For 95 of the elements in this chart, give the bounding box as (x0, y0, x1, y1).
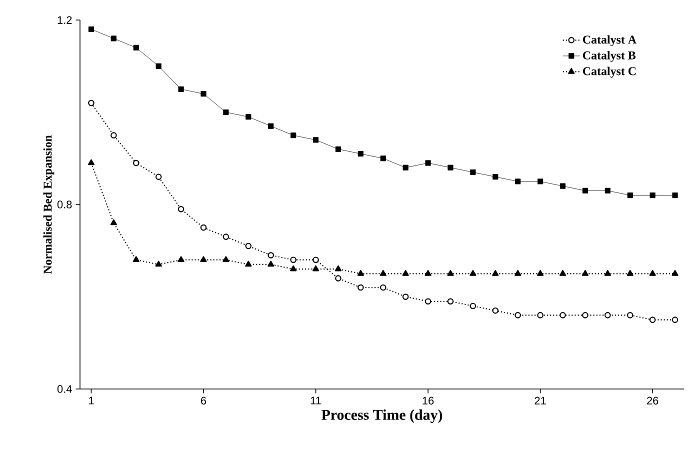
point (200, 256, 207, 262)
point (132, 256, 140, 262)
point (312, 265, 320, 272)
point (110, 132, 117, 138)
point (559, 270, 566, 276)
point (156, 63, 162, 69)
point (604, 312, 611, 318)
point (290, 265, 297, 272)
x-axis-title: Process Time (day) (322, 409, 442, 423)
x-tick-label: 16 (422, 396, 434, 405)
point (155, 260, 162, 267)
y-tick-label: 1.2 (58, 16, 72, 24)
point (604, 270, 611, 276)
point (514, 270, 522, 276)
y-axis-title: Normalised Bed Expansion (43, 135, 54, 274)
point (537, 312, 544, 318)
point (536, 270, 544, 276)
point (178, 86, 184, 92)
y-tick-label: 0.8 (57, 200, 72, 208)
point (357, 270, 364, 276)
x-tick-label: 6 (201, 396, 206, 405)
point (155, 174, 162, 180)
legend-label: Catalyst C (582, 66, 636, 78)
point (470, 302, 476, 310)
point (380, 270, 386, 276)
point (538, 178, 544, 184)
point (110, 219, 117, 226)
point (672, 192, 678, 198)
point (380, 156, 386, 162)
point (380, 284, 386, 291)
point (268, 260, 274, 267)
point (222, 234, 230, 240)
point (222, 256, 230, 262)
point (132, 160, 140, 166)
point (470, 169, 476, 176)
y-tick-label: 0.4 (57, 385, 72, 393)
point (448, 164, 454, 170)
point (447, 270, 454, 276)
point (627, 192, 633, 198)
legend-label: Catalyst A (582, 35, 636, 46)
x-tick-label: 21 (534, 396, 546, 404)
point (268, 123, 274, 129)
point (514, 312, 521, 318)
point (560, 183, 566, 189)
point (582, 312, 588, 318)
point (424, 298, 432, 305)
point (178, 256, 184, 262)
point (133, 44, 139, 50)
point (88, 159, 95, 166)
point (672, 316, 678, 323)
point (672, 270, 678, 276)
point (200, 91, 206, 97)
point (358, 150, 364, 157)
x-tick-label: 11 (310, 396, 321, 404)
point (245, 242, 252, 250)
point (402, 294, 409, 300)
point (312, 256, 319, 263)
point (492, 174, 498, 180)
legend-label: Catalyst B (582, 51, 636, 62)
point (223, 109, 229, 116)
point (424, 270, 432, 276)
point (447, 298, 454, 305)
point (626, 312, 634, 318)
point (402, 270, 409, 276)
point (492, 270, 499, 276)
point (88, 100, 94, 106)
point (200, 224, 207, 231)
point (515, 178, 521, 184)
point (334, 265, 342, 272)
point (582, 270, 589, 276)
point (649, 316, 656, 323)
point (649, 270, 656, 276)
point (268, 252, 274, 258)
point (560, 312, 566, 318)
point (110, 36, 116, 42)
point (402, 164, 408, 170)
point (246, 114, 252, 120)
point (178, 206, 184, 212)
point (650, 192, 656, 198)
point (604, 188, 610, 194)
point (425, 160, 431, 166)
point (290, 256, 296, 263)
point (492, 307, 499, 314)
point (245, 260, 252, 267)
point (335, 275, 342, 282)
point (290, 132, 296, 138)
point (358, 284, 364, 291)
point (582, 188, 588, 194)
point (470, 270, 476, 276)
point (312, 137, 319, 143)
point (335, 146, 342, 152)
x-tick-label: 1 (89, 396, 94, 404)
x-tick-label: 26 (647, 396, 658, 405)
point (626, 270, 634, 276)
point (88, 26, 94, 32)
